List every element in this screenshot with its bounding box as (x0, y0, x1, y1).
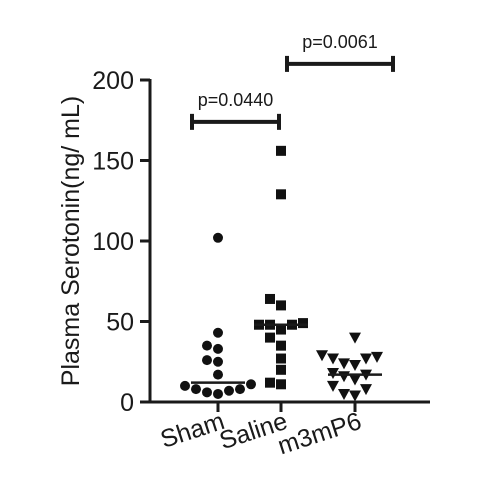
m3mp6-point (349, 390, 361, 402)
sham-point (213, 356, 223, 367)
sham-point (202, 355, 212, 366)
saline-point (276, 340, 286, 351)
saline-point (276, 300, 286, 311)
sham-point (202, 340, 212, 351)
sham-point (246, 379, 256, 390)
saline-point (276, 353, 286, 364)
m3mp6-point (360, 384, 372, 396)
m3mp6-point (360, 353, 372, 365)
y-tick-label: 200 (92, 67, 134, 95)
sham-point (180, 380, 190, 391)
x-tick-label: m3mP6 (274, 407, 365, 460)
saline-point (265, 332, 275, 343)
sham-point (213, 232, 223, 243)
m3mp6-point (349, 332, 361, 344)
saline-point (276, 189, 286, 200)
p-value-label: p=0.0061 (302, 32, 378, 52)
saline-point (265, 293, 275, 304)
saline-point (276, 364, 286, 375)
sham-point (202, 387, 212, 398)
m3mp6-point (338, 371, 350, 383)
y-axis-label: Plasma Serotonin(ng/ mL) (57, 96, 85, 386)
sham-point (213, 327, 223, 338)
m3mp6-point (327, 380, 339, 392)
saline-point (265, 377, 275, 388)
m3mp6-point (371, 351, 383, 363)
saline-point (276, 324, 286, 335)
sham-point (213, 343, 223, 354)
saline-point (276, 379, 286, 390)
y-tick-label: 150 (92, 148, 134, 176)
sham-point (213, 369, 223, 380)
y-tick-label: 0 (120, 389, 134, 417)
sham-point (235, 384, 245, 395)
sham-point (224, 385, 234, 396)
saline-point (276, 145, 286, 156)
m3mp6-point (327, 353, 339, 365)
data-points (180, 145, 383, 402)
y-tick-label: 100 (92, 228, 134, 256)
saline-point (298, 318, 308, 329)
sham-point (191, 384, 201, 395)
median-lines (191, 323, 382, 384)
m3mp6-point (338, 358, 350, 370)
y-tick-label: 50 (106, 309, 134, 337)
m3mp6-point (338, 388, 350, 400)
p-value-label: p=0.0440 (198, 90, 274, 110)
y-ticks: 0 50 100 150 200 (92, 67, 150, 417)
m3mp6-point (316, 350, 328, 362)
m3mp6-point (349, 374, 361, 386)
sham-point (213, 388, 223, 399)
significance-annotations: p=0.0440 p=0.0061 (190, 32, 395, 130)
y-axis-label-group: Plasma Serotonin(ng/ mL) (57, 96, 85, 386)
m3mp6-point (349, 359, 361, 371)
